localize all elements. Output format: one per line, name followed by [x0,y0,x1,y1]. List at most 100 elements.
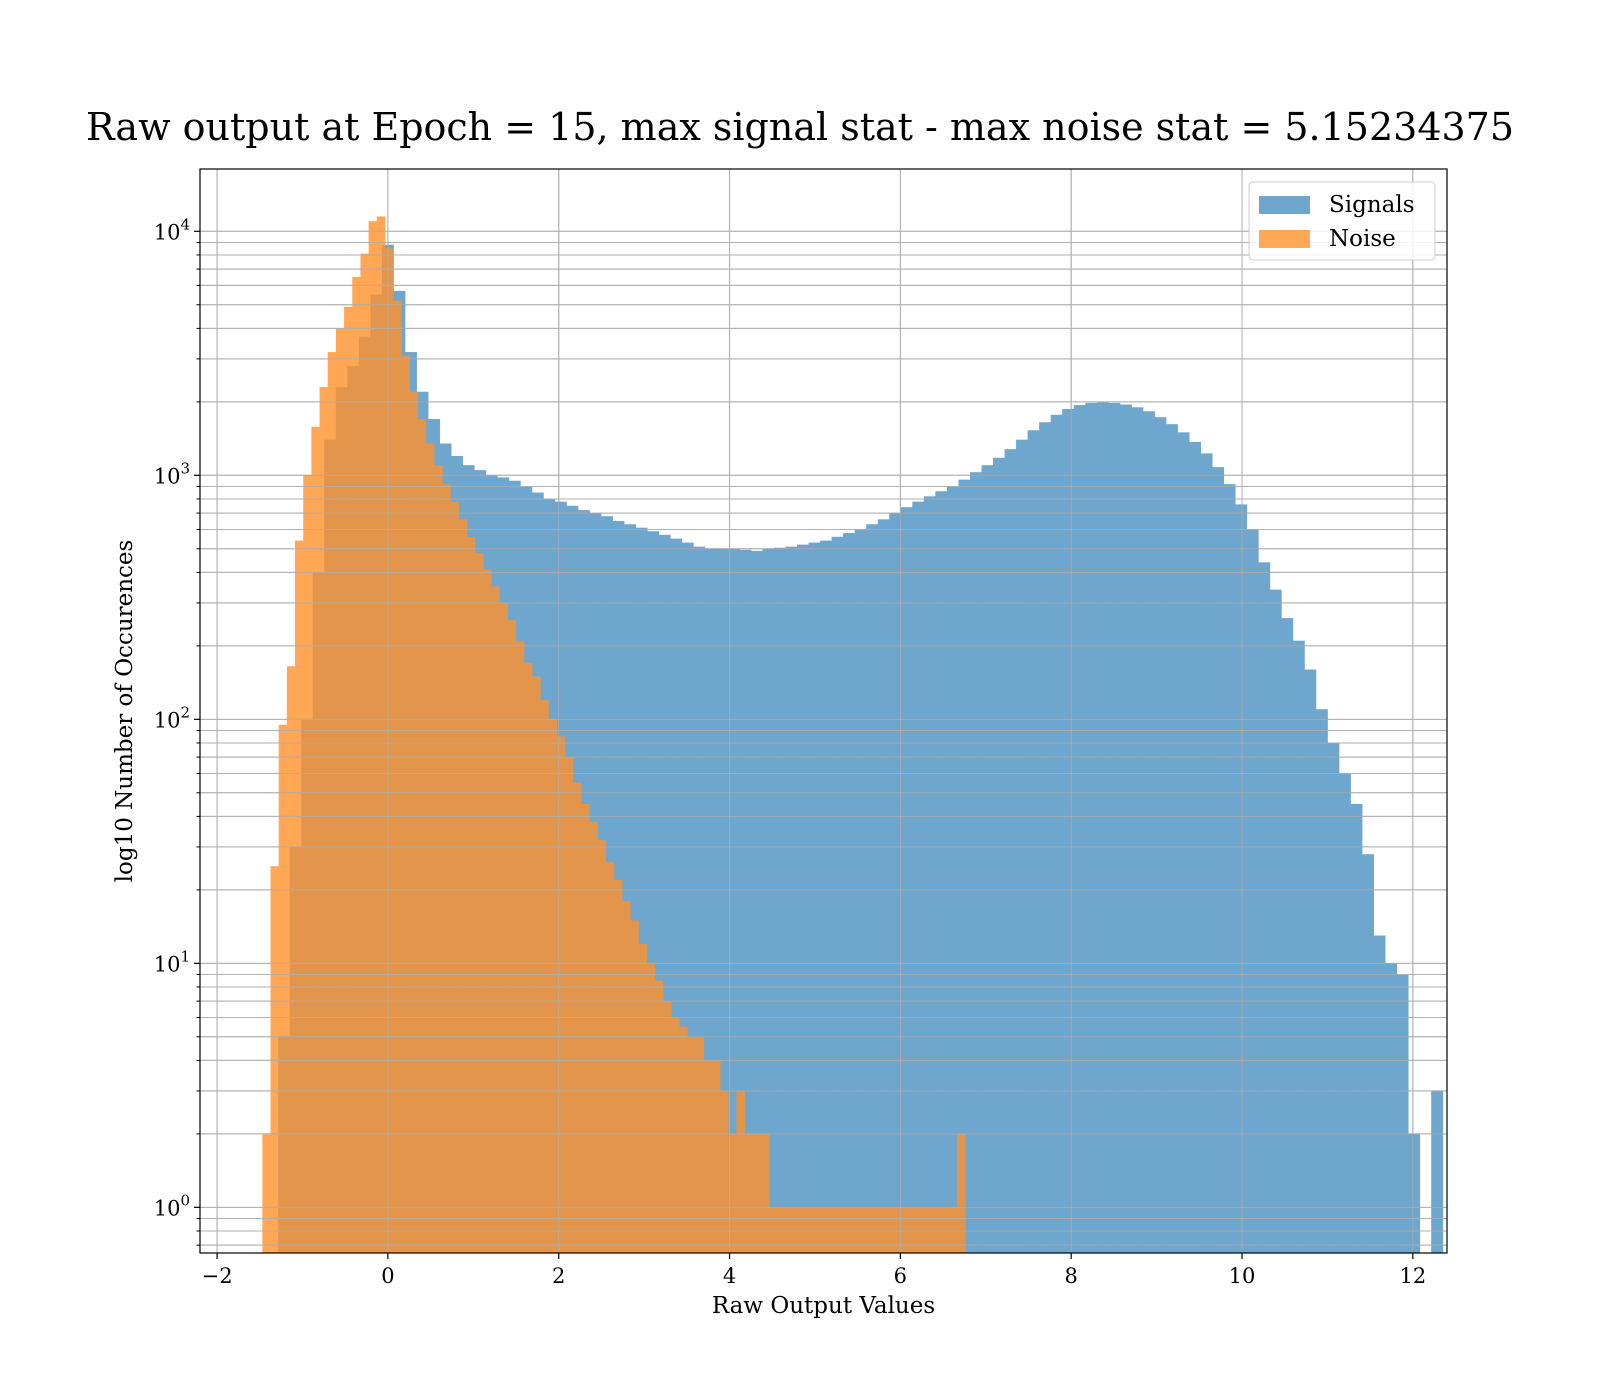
signals-bar [785,546,798,1253]
signals-bar [1396,974,1409,1253]
signals-bar [1408,1133,1421,1253]
noise-bar [662,1001,672,1253]
noise-bar [654,980,664,1253]
signals-bar [1362,854,1374,1253]
signals-bar [1142,411,1155,1253]
signals-bar [773,547,786,1253]
signals-bar [1292,640,1305,1253]
noise-bar [344,306,353,1253]
signals-bar [1016,439,1029,1253]
signals-bar [969,472,982,1253]
chart-title: Raw output at Epoch = 15, max signal sta… [86,105,1514,149]
noise-bar [867,1207,876,1253]
noise-bar [311,426,320,1253]
noise-bar [286,666,296,1253]
noise-bar [638,944,647,1253]
signals-bar [1119,404,1132,1253]
noise-bar [809,1207,819,1253]
signals-bar [900,507,913,1254]
noise-bar [842,1207,852,1253]
signals-bar [1108,402,1121,1253]
noise-bar [360,253,370,1254]
x-tick-label: 0 [381,1264,394,1288]
signals-bar [808,542,821,1253]
signals-bar [1385,963,1398,1253]
signals-bar [1315,709,1328,1253]
noise-bar [581,803,590,1253]
signals-bar [624,524,636,1253]
x-tick-label: 6 [894,1264,907,1288]
noise-bar [466,536,476,1253]
x-tick-label: 12 [1399,1264,1426,1288]
noise-bar [711,1060,721,1253]
noise-bar [777,1207,786,1253]
noise-bar [957,1133,966,1253]
signals-bar [1431,1090,1444,1253]
noise-bar [908,1207,917,1253]
noise-bar [883,1207,893,1253]
noise-bar [769,1207,778,1253]
signals-bar [750,550,763,1253]
noise-bar [303,475,312,1253]
noise-bar [850,1207,860,1253]
signals-bar [1131,407,1144,1253]
x-tick-label: 2 [552,1264,565,1288]
signals-bar [1096,402,1109,1253]
noise-bar [499,602,508,1253]
signals-bar [1338,773,1351,1253]
legend-label-signals: Signals [1329,192,1415,218]
signals-bar [1327,742,1340,1253]
plot-frame [199,168,1448,1254]
noise-bar [671,1017,680,1253]
noise-bar [826,1207,835,1253]
signals-bar [1269,589,1282,1253]
noise-bar [744,1133,754,1253]
signals-bar [1223,484,1236,1253]
x-tick-label: 10 [1229,1264,1256,1288]
noise-bar [793,1207,803,1253]
noise-bar [589,821,598,1253]
signals-bar [1189,441,1201,1253]
noise-bar [319,387,329,1253]
x-tick-label: 8 [1065,1264,1078,1288]
noise-bar [532,676,541,1253]
noise-bar [916,1207,925,1253]
signals-bar [1027,430,1040,1253]
noise-bar [491,586,500,1253]
signals-bar [670,538,683,1253]
signals-bar [1258,562,1271,1253]
noise-bar [728,1133,737,1253]
noise-bar [474,553,484,1253]
noise-bar [940,1207,950,1253]
noise-bar [801,1207,811,1253]
noise-bar [695,1036,705,1253]
noise-bar [352,276,361,1254]
noise-bar [262,1133,271,1253]
signals-bar [1246,529,1259,1253]
noise-bar [679,1026,688,1253]
legend: Signals Noise [1248,181,1436,261]
noise-bar [540,699,549,1253]
noise-bar [630,920,639,1253]
x-tick-label: 4 [723,1264,736,1288]
noise-bar [899,1207,909,1253]
signals-bar [727,548,740,1253]
signals-bar [946,486,959,1253]
series-noise [262,216,966,1254]
noise-bar [450,501,459,1254]
noise-bar [785,1207,795,1253]
noise-bar [515,640,525,1253]
signals-bar [1062,408,1075,1253]
signals-bar [739,549,752,1253]
signals-bar [762,548,775,1253]
noise-bar [834,1207,844,1253]
signals-bar [1304,669,1317,1253]
noise-bar [442,484,451,1253]
noise-bar [368,221,378,1253]
noise-bar [278,724,288,1253]
signals-bar [820,540,833,1253]
noise-bar [417,419,427,1254]
signals-bar [935,491,948,1254]
signals-bar [843,533,856,1253]
